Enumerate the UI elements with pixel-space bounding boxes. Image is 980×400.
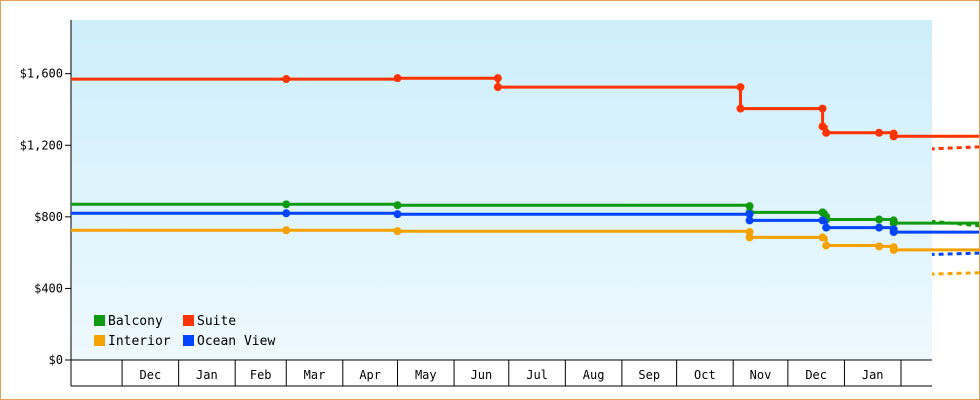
data-point — [736, 104, 745, 113]
data-point — [736, 83, 745, 92]
x-tick-label: May — [415, 368, 437, 382]
x-tick-label: Sep — [638, 368, 660, 382]
x-tick-label: Oct — [694, 368, 716, 382]
series-interior — [71, 226, 979, 276]
x-tick-label: Jul — [526, 368, 548, 382]
projection-line — [931, 145, 979, 151]
data-point — [875, 242, 884, 251]
x-tick-label: Jun — [471, 368, 493, 382]
legend-swatch — [94, 335, 105, 346]
plot-background — [71, 20, 932, 360]
y-tick-label: $1,600 — [20, 67, 63, 81]
data-point — [393, 201, 402, 210]
legend-swatch — [94, 315, 105, 326]
data-point — [393, 74, 402, 83]
x-tick-label: Feb — [250, 368, 272, 382]
x-tick-label: Apr — [359, 368, 381, 382]
data-point — [822, 223, 831, 232]
y-tick-label: $800 — [34, 210, 63, 224]
data-point — [493, 74, 502, 83]
x-tick-label: Nov — [750, 368, 772, 382]
series-suite — [71, 74, 979, 151]
data-point — [818, 216, 827, 225]
data-point — [818, 233, 827, 242]
legend-item: Interior — [94, 334, 171, 349]
y-tick-label: $1,200 — [20, 138, 63, 152]
data-point — [282, 226, 291, 235]
data-point — [745, 202, 754, 211]
projection-line — [931, 271, 979, 276]
data-point — [282, 75, 291, 84]
legend-label: Interior — [108, 334, 171, 349]
x-tick-label: Aug — [583, 368, 605, 382]
legend-swatch — [183, 315, 194, 326]
data-point — [889, 228, 898, 237]
x-tick-label: Dec — [805, 368, 827, 382]
legend-swatch — [183, 335, 194, 346]
series-line — [71, 211, 979, 234]
y-tick-label: $0 — [49, 353, 63, 367]
data-point — [822, 128, 831, 137]
data-point — [745, 233, 754, 242]
y-tick-label: $400 — [34, 281, 63, 295]
data-point — [282, 200, 291, 209]
legend-label: Balcony — [108, 314, 163, 329]
data-point — [875, 215, 884, 224]
data-point — [889, 219, 898, 228]
legend-label: Suite — [197, 314, 236, 329]
x-tick-label: Jan — [196, 368, 218, 382]
data-point — [889, 245, 898, 254]
data-point — [818, 122, 827, 131]
data-point — [822, 241, 831, 250]
data-point — [875, 223, 884, 232]
data-point — [818, 104, 827, 113]
data-point — [493, 83, 502, 92]
legend-item: Balcony — [94, 314, 163, 329]
x-tick-label: Jan — [862, 368, 884, 382]
x-tick-label: Dec — [140, 368, 162, 382]
data-point — [393, 227, 402, 236]
legend-item: Ocean View — [183, 334, 275, 349]
legend-item: Suite — [183, 314, 236, 329]
data-point — [745, 210, 754, 219]
data-point — [393, 210, 402, 219]
legend-label: Ocean View — [197, 334, 275, 349]
series-ocean-view — [71, 209, 979, 256]
data-point — [889, 132, 898, 141]
series-line — [71, 202, 979, 225]
x-tick-label: Mar — [304, 368, 326, 382]
data-point — [745, 216, 754, 225]
data-point — [875, 128, 884, 137]
data-point — [282, 209, 291, 218]
